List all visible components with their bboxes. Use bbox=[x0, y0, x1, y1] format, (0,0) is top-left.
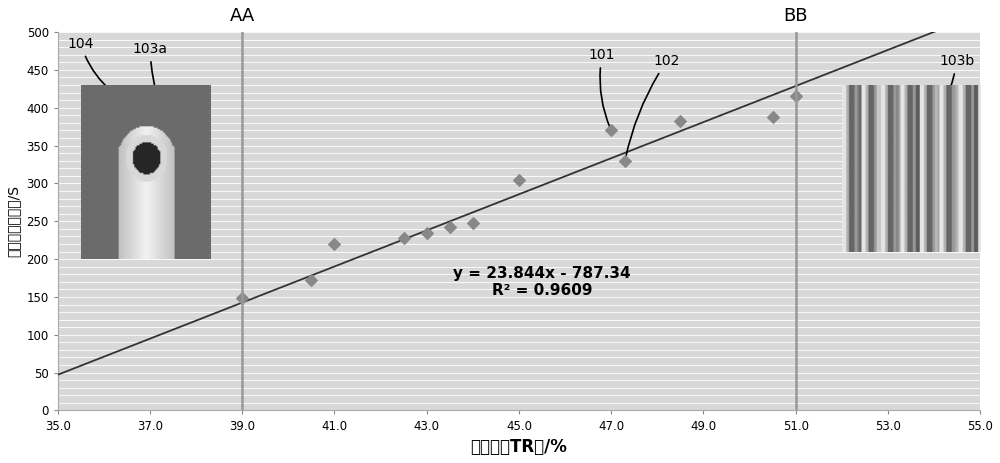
Text: 103b: 103b bbox=[926, 54, 975, 139]
Y-axis label: 自清洁工艺时间/S: 自清洁工艺时间/S bbox=[7, 185, 21, 257]
Point bbox=[303, 276, 319, 284]
Point bbox=[419, 229, 435, 236]
Text: y = 23.844x - 787.34
R² = 0.9609: y = 23.844x - 787.34 R² = 0.9609 bbox=[453, 266, 631, 298]
Text: 101: 101 bbox=[589, 48, 615, 128]
Text: AA: AA bbox=[230, 6, 255, 25]
Point bbox=[603, 127, 619, 134]
Point bbox=[672, 118, 688, 125]
Text: 103a: 103a bbox=[133, 42, 172, 139]
Point bbox=[511, 176, 527, 183]
Text: BB: BB bbox=[783, 6, 808, 25]
Point bbox=[617, 157, 633, 164]
Point bbox=[234, 295, 250, 302]
Point bbox=[788, 93, 804, 100]
Point bbox=[465, 219, 481, 226]
Point bbox=[396, 234, 412, 242]
Text: 104: 104 bbox=[68, 37, 111, 91]
Text: 102: 102 bbox=[626, 54, 680, 158]
Point bbox=[442, 224, 458, 231]
X-axis label: 透光率（TR）/%: 透光率（TR）/% bbox=[471, 438, 567, 456]
Point bbox=[326, 240, 342, 248]
Point bbox=[765, 113, 781, 120]
